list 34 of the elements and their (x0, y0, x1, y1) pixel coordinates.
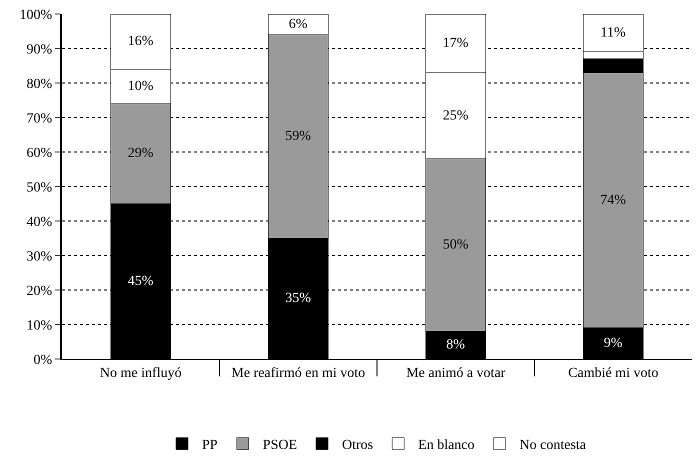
y-tick-label: 90% (26, 42, 53, 58)
data-label: 59% (285, 128, 312, 144)
data-label: 29% (128, 146, 154, 162)
data-label: 16% (128, 34, 154, 50)
y-tick-label: 70% (26, 111, 53, 126)
y-tick-label: 10% (26, 318, 53, 334)
x-tick-label: Me reafirmó en mi voto (231, 366, 366, 381)
data-label: 25% (442, 108, 469, 124)
y-tick-label: 60% (26, 146, 53, 161)
y-tick-label: 100% (20, 8, 53, 23)
legend-label: Otros (342, 438, 374, 454)
y-tick-label: 80% (26, 76, 53, 92)
data-label: 45% (128, 274, 154, 289)
data-label: 35% (285, 291, 312, 306)
data-label: 17% (442, 36, 469, 51)
y-tick-label: 40% (26, 214, 53, 230)
data-label: 9% (604, 336, 623, 351)
x-tick-label: Cambié mi voto (568, 366, 658, 381)
data-label: 6% (288, 16, 308, 32)
legend-label: PP (202, 438, 218, 454)
y-tick-label: 30% (26, 249, 53, 264)
legend-label: PSOE (262, 438, 298, 454)
legend-label: No contesta (520, 438, 587, 454)
data-label: 10% (128, 78, 154, 94)
data-label: 74% (600, 192, 626, 208)
legend-label: En blanco (418, 438, 475, 454)
y-tick-label: 0% (34, 352, 53, 368)
data-label: 8% (446, 338, 466, 353)
x-tick-label: Me animó a votar (406, 366, 506, 381)
y-tick-label: 20% (26, 284, 53, 299)
y-tick-label: 50% (26, 180, 53, 196)
x-tick-label: No me influyó (100, 366, 182, 381)
data-label: 50% (442, 238, 469, 253)
data-label: 11% (600, 25, 626, 40)
